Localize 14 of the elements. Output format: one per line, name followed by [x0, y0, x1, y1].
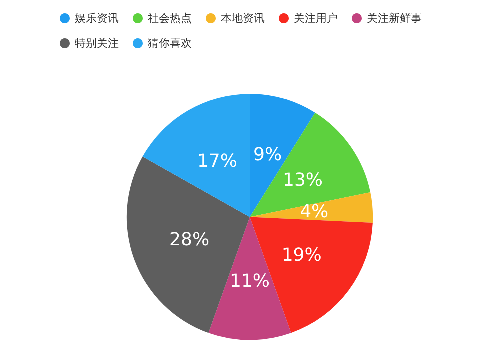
legend-label: 关注用户	[294, 12, 338, 25]
legend-label: 本地资讯	[221, 12, 265, 25]
legend-label: 特别关注	[75, 37, 119, 50]
legend-label: 猜你喜欢	[148, 37, 192, 50]
data-label: 9%	[254, 144, 282, 166]
data-label: 19%	[282, 245, 322, 266]
legend-label: 关注新鲜事	[367, 12, 422, 25]
data-label: 4%	[300, 202, 329, 223]
data-label: 17%	[197, 150, 238, 172]
data-label: 13%	[283, 170, 324, 191]
legend-label: 娱乐资讯	[75, 12, 119, 25]
legend-label: 社会热点	[148, 12, 192, 25]
data-label: 11%	[230, 271, 270, 292]
data-label: 28%	[170, 229, 210, 250]
